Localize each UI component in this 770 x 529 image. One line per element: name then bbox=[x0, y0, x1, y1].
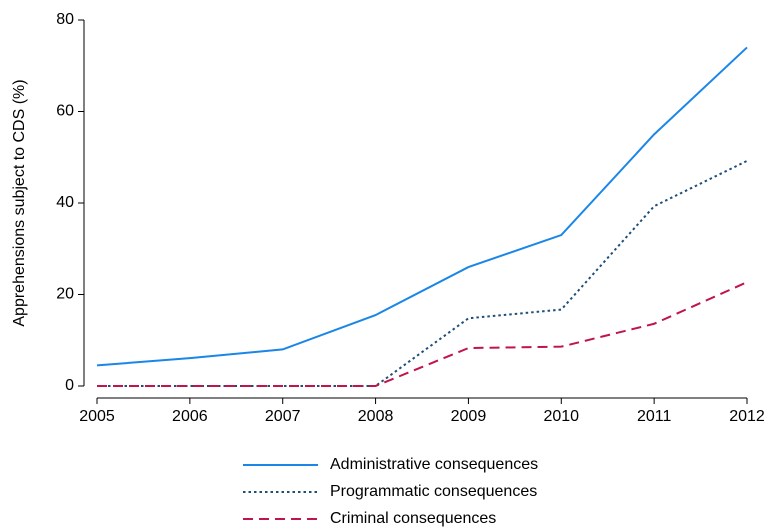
y-axis-label: Apprehensions subject to CDS (%) bbox=[11, 79, 28, 326]
x-tick-label: 2010 bbox=[543, 408, 579, 425]
x-tick-label: 2008 bbox=[358, 408, 394, 425]
y-tick-label: 20 bbox=[56, 286, 74, 303]
y-tick-label: 0 bbox=[65, 377, 74, 394]
y-tick-label: 60 bbox=[56, 103, 74, 120]
x-tick-label: 2005 bbox=[79, 408, 115, 425]
legend-label: Criminal consequences bbox=[330, 510, 496, 527]
y-tick-label: 40 bbox=[56, 194, 74, 211]
series-line bbox=[97, 281, 748, 387]
x-tick-label: 2012 bbox=[729, 408, 765, 425]
legend-label: Administrative consequences bbox=[330, 456, 538, 473]
x-tick-label: 2007 bbox=[265, 408, 301, 425]
x-tick-label: 2011 bbox=[637, 408, 672, 425]
series-line bbox=[96, 46, 748, 367]
x-tick-label: 2006 bbox=[172, 408, 208, 425]
x-tick-label: 2009 bbox=[451, 408, 487, 425]
series-line bbox=[97, 160, 748, 387]
y-tick-label: 80 bbox=[56, 11, 74, 28]
legend-label: Programmatic consequences bbox=[330, 483, 537, 500]
